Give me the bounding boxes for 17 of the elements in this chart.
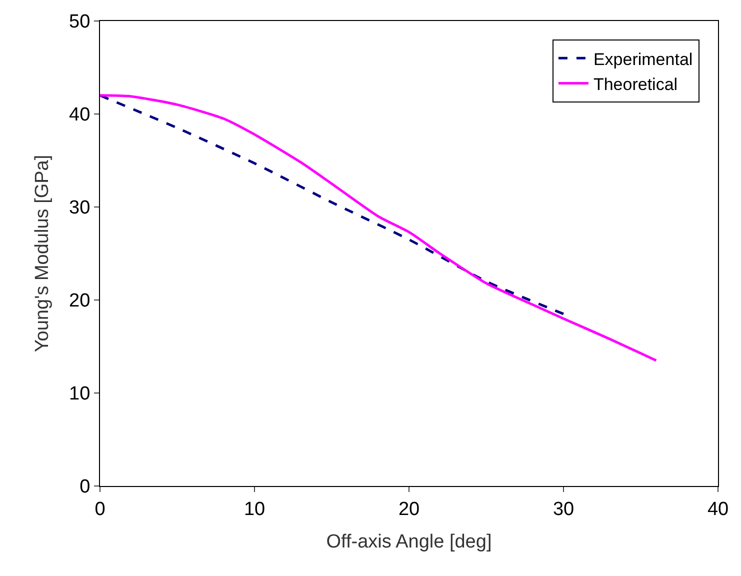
y-tick-label: 10 <box>69 384 90 405</box>
x-tick-label: 0 <box>94 498 106 520</box>
y-tick-label: 20 <box>69 290 90 312</box>
x-tick-label: 30 <box>552 498 574 520</box>
y-tick-label: 0 <box>80 476 90 498</box>
x-axis-title: Off-axis Angle [deg] <box>326 532 492 553</box>
x-tick-label: 10 <box>244 498 266 520</box>
line-series <box>100 94 565 316</box>
line-series <box>100 94 658 362</box>
y-tick-label: 30 <box>69 198 90 219</box>
y-tick-label: 40 <box>69 104 90 126</box>
legend-label: Experimental <box>593 50 693 69</box>
y-tick-label: 50 <box>69 12 90 33</box>
x-tick-label: 40 <box>707 498 729 520</box>
y-axis-title: Young's Modulus [GPa] <box>32 154 53 352</box>
legend-label: Theoretical <box>593 74 678 94</box>
x-tick-label: 20 <box>398 498 420 520</box>
